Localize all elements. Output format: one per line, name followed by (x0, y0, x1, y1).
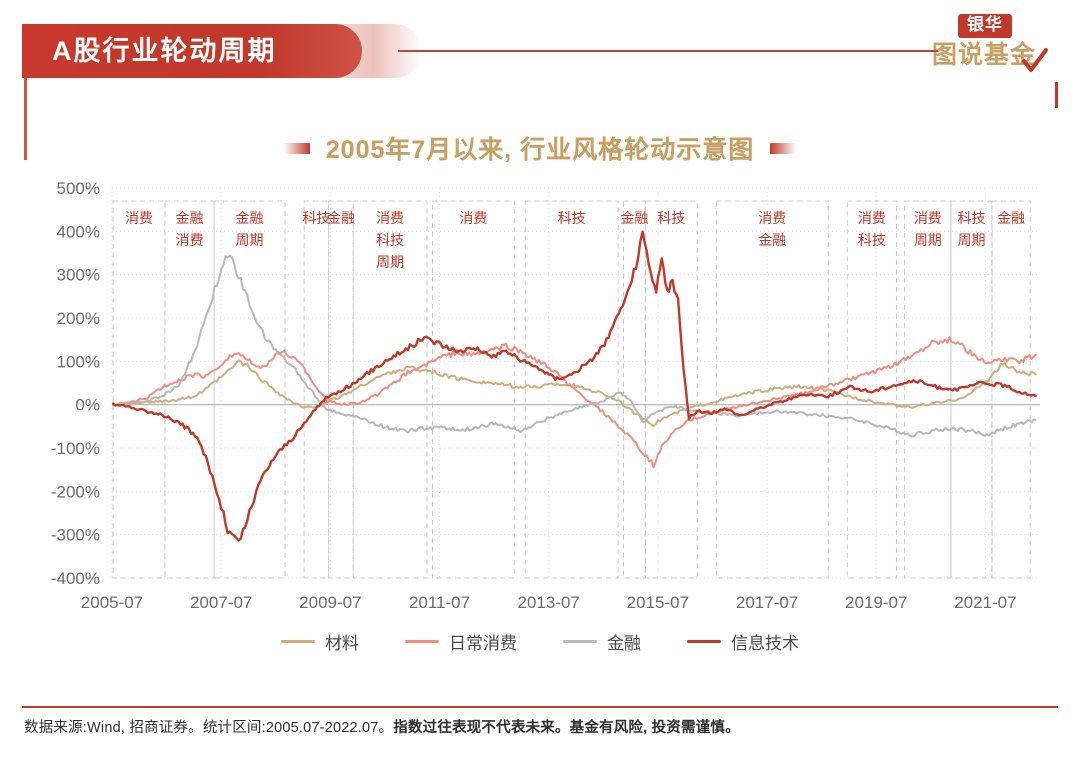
regime-region-label: 消费 (125, 210, 153, 226)
regime-region-box (622, 200, 646, 579)
check-icon (1022, 48, 1048, 72)
series-line-2 (112, 254, 1037, 438)
regime-region-label: 周期 (914, 232, 942, 248)
regime-region-label: 消费 (176, 232, 204, 248)
logo-badge-text: 银华 (958, 14, 1012, 38)
legend-item[interactable]: 信息技术 (687, 629, 799, 654)
regime-region-box (991, 200, 1031, 579)
regime-region-box (524, 200, 619, 579)
regime-region-label: 金融 (236, 210, 264, 226)
x-axis-tick-label: 2021-07 (954, 593, 1016, 612)
page-title: A股行业轮动周期 (52, 35, 277, 66)
legend-item[interactable]: 材料 (281, 629, 359, 654)
y-axis-tick-label: -300% (51, 526, 100, 545)
regime-region-box (303, 200, 330, 579)
footer-source-prefix: 数据来源:Wind, 招商证券。统计区间:2005.07-2022.07。 (24, 720, 394, 736)
regime-region-label: 科技 (302, 210, 330, 226)
regime-region-label: 金融 (176, 210, 204, 226)
regime-region-label: 消费 (376, 210, 404, 226)
legend-swatch-icon (687, 639, 721, 643)
y-axis-tick-label: 500% (57, 179, 100, 198)
chart-legend: 材料 日常消费 金融 信息技术 (0, 624, 1080, 658)
y-axis-tick-label: 300% (57, 266, 100, 285)
regime-region-label: 消费 (858, 210, 886, 226)
y-axis-tick-label: 400% (57, 222, 100, 241)
legend-label: 金融 (607, 633, 641, 653)
x-axis-labels: 2005-07 2007-07 2009-07 2011-07 2013-07 2015-… (81, 593, 1017, 612)
regime-region-label: 消费 (914, 210, 942, 226)
logo-main-text: 图说基金 (932, 41, 1037, 69)
regime-region-label: 金融 (327, 210, 355, 226)
regime-region-box (431, 200, 515, 579)
regime-region-label: 金融 (620, 210, 648, 226)
footer-disclaimer: 指数过往表现不代表未来。基金有风险, 投资需谨慎。 (393, 720, 740, 736)
regime-region-label: 周期 (957, 232, 985, 248)
y-axis-tick-label: -200% (51, 482, 100, 501)
regime-region-box (164, 200, 215, 579)
title-tick-right-icon (770, 142, 797, 154)
regime-region-label: 周期 (236, 232, 264, 248)
legend-label: 材料 (325, 633, 359, 653)
x-axis-tick-label: 2009-07 (299, 593, 361, 612)
page-title-pill: A股行业轮动周期 (22, 24, 362, 78)
regime-region-box (112, 200, 166, 579)
page-header: A股行业轮动周期 银华 图说基金 (0, 0, 1080, 160)
chart-title-row: 2005年7月以来, 行业风格轮动示意图 (0, 126, 1080, 170)
y-axis-tick-label: -100% (51, 439, 100, 458)
chart-svg: 500% 400% 300% 200% 100% 0% -100% -200% -300% -40… (51, 179, 1040, 612)
y-axis-tick-label: -400% (51, 569, 100, 588)
title-tick-left-icon (283, 142, 310, 154)
y-axis-tick-label: 200% (57, 309, 100, 328)
x-axis-tick-label: 2005-07 (81, 593, 143, 612)
x-axis-tick-label: 2007-07 (190, 593, 252, 612)
regime-region-label: 科技 (376, 232, 404, 248)
legend-swatch-icon (281, 639, 315, 643)
legend-swatch-icon (563, 639, 597, 643)
y-axis-tick-label: 100% (57, 352, 100, 371)
x-axis-tick-label: 2017-07 (736, 593, 798, 612)
x-axis-tick-label: 2013-07 (518, 593, 580, 612)
x-axis-tick-label: 2011-07 (409, 593, 470, 612)
chart-plot-area: 500% 400% 300% 200% 100% 0% -100% -200% -300% -40… (0, 178, 1080, 618)
legend-label: 信息技术 (731, 633, 799, 653)
regime-region-box (846, 200, 897, 579)
regime-region-label: 科技 (657, 210, 685, 226)
regime-region-label: 科技 (957, 210, 985, 226)
series-line-3 (111, 230, 1037, 542)
regime-region-label: 周期 (376, 254, 404, 270)
regime-region-label: 消费 (758, 210, 786, 226)
y-axis-labels: 500% 400% 300% 200% 100% 0% -100% -200% -300% -40… (51, 179, 100, 588)
series-lines (111, 230, 1037, 542)
footer-divider (22, 706, 1058, 708)
series-line-1 (112, 336, 1037, 469)
header-rule (398, 50, 938, 52)
chart-title: 2005年7月以来, 行业风格轮动示意图 (326, 130, 754, 166)
regime-region-box (644, 200, 698, 579)
brand-logo: 银华 图说基金 (930, 14, 1058, 108)
legend-item[interactable]: 日常消费 (405, 629, 517, 654)
x-axis-tick-label: 2019-07 (845, 593, 907, 612)
footer-source-text: 数据来源:Wind, 招商证券。统计区间:2005.07-2022.07。指数过… (24, 716, 1064, 737)
regime-region-box (328, 200, 354, 579)
series-line-0 (112, 359, 1037, 427)
y-axis-tick-label: 0% (75, 396, 100, 415)
legend-item[interactable]: 金融 (563, 629, 641, 654)
accent-vertical-line (24, 78, 27, 160)
regime-region-label: 科技 (558, 210, 586, 226)
logo-accent-bar (1055, 82, 1058, 108)
regime-regions (112, 200, 1031, 579)
x-axis-tick-label: 2015-07 (627, 593, 689, 612)
regime-region-label: 金融 (997, 210, 1025, 226)
legend-label: 日常消费 (449, 633, 517, 653)
regime-region-label: 科技 (858, 232, 886, 248)
legend-swatch-icon (405, 639, 439, 643)
regime-region-label: 金融 (758, 232, 786, 248)
regime-region-label: 消费 (459, 210, 487, 226)
